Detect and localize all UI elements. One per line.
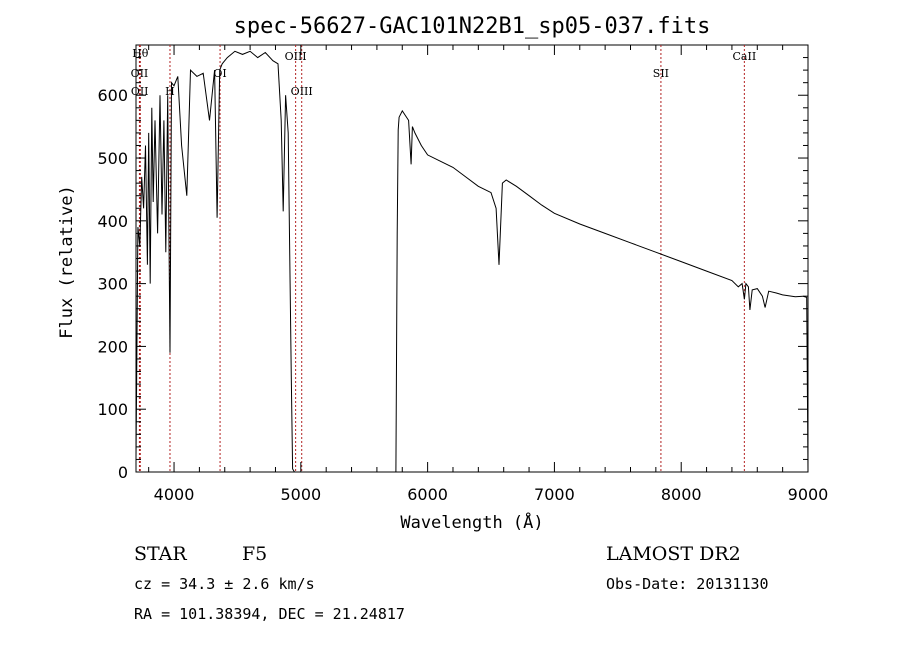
- spectrum-line: [135, 50, 809, 473]
- x-tick-label: 9000: [788, 485, 829, 504]
- x-tick-label: 5000: [280, 485, 321, 504]
- y-tick-label: 600: [97, 86, 128, 105]
- redshift-velocity: cz = 34.3 ± 2.6 km/s: [134, 575, 315, 593]
- y-axis: 0 100 200 300 400 500 600: [97, 57, 808, 482]
- object-subclass: F5: [242, 543, 267, 565]
- y-tick-label: 0: [118, 463, 128, 482]
- spectral-line-label: OII: [131, 85, 149, 98]
- y-tick-label: 200: [97, 337, 128, 356]
- spectral-line-label: Hθ: [132, 47, 149, 60]
- plot-frame: [135, 44, 809, 473]
- x-tick-label: 8000: [661, 485, 702, 504]
- x-tick-label: 7000: [534, 485, 575, 504]
- object-class: STAR: [134, 543, 187, 565]
- spectral-line-label: H: [165, 85, 175, 98]
- y-tick-label: 100: [97, 400, 128, 419]
- x-tick-label: 6000: [407, 485, 448, 504]
- survey-name: LAMOST DR2: [606, 543, 741, 565]
- spectral-line-label: OIII: [285, 50, 307, 63]
- y-tick-label: 500: [97, 149, 128, 168]
- spectral-line-markers: [138, 45, 745, 472]
- y-tick-label: 400: [97, 212, 128, 231]
- x-tick-label: 4000: [154, 485, 195, 504]
- y-tick-label: 300: [97, 275, 128, 294]
- coordinates: RA = 101.38394, DEC = 21.24817: [134, 605, 405, 623]
- spectral-line-label: SII: [653, 67, 669, 80]
- spectral-line-label: OIII: [291, 85, 313, 98]
- chart-title: spec-56627-GAC101N22B1_sp05-037.fits: [234, 14, 711, 39]
- x-axis-title: Wavelength (Å): [400, 511, 543, 533]
- spectral-line-label: CaII: [733, 50, 757, 63]
- x-axis: 4000 5000 6000 7000 8000 9000: [148, 45, 829, 504]
- observation-date: Obs-Date: 20131130: [606, 575, 769, 593]
- spectral-line-label: OII: [131, 67, 149, 80]
- y-axis-title: Flux (relative): [57, 185, 77, 339]
